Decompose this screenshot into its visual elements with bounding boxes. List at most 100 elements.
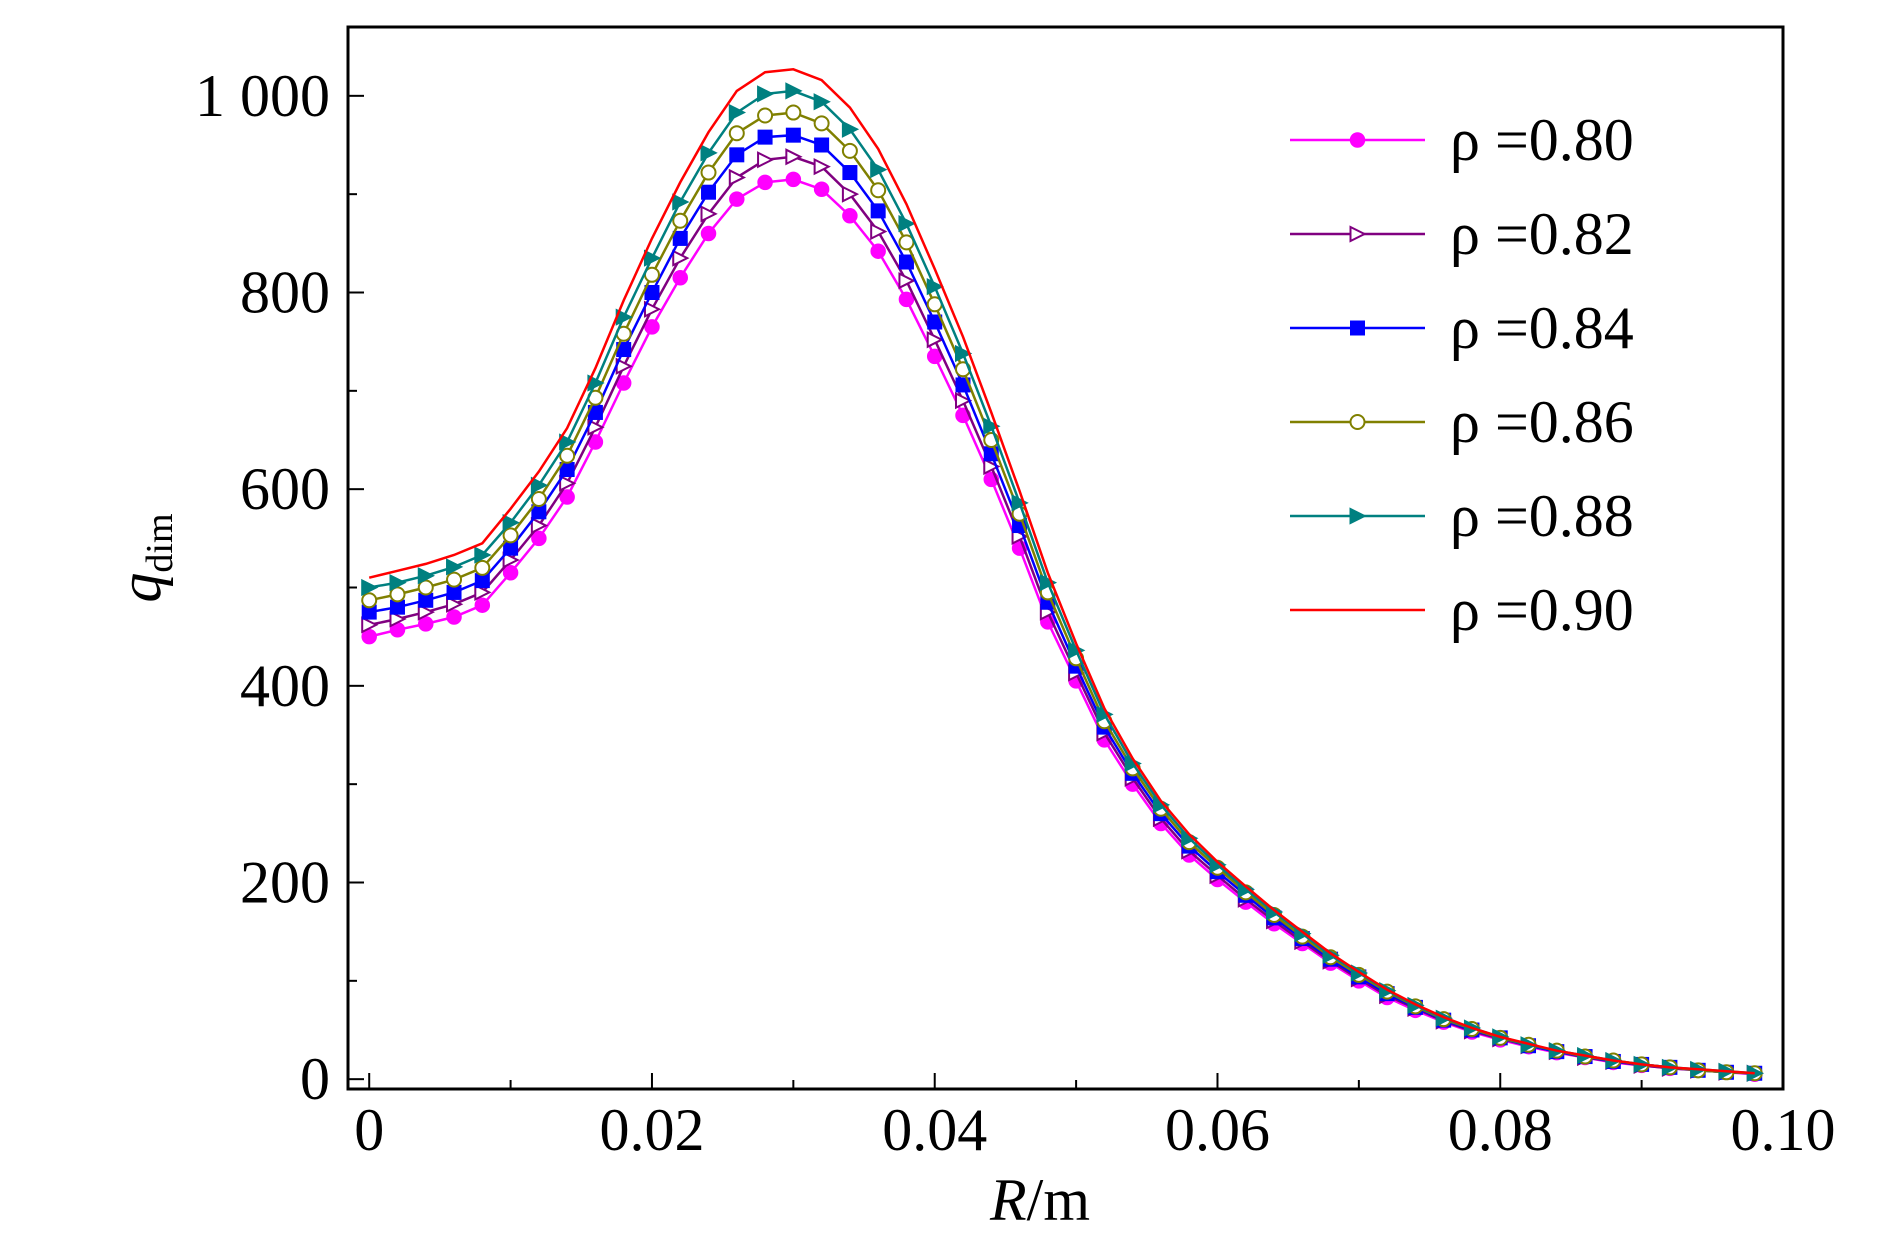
- data-point: [700, 225, 717, 242]
- data-point: [757, 151, 775, 169]
- data-point: [728, 103, 747, 122]
- data-point: [672, 230, 688, 246]
- legend-label: ρ =0.82: [1450, 201, 1634, 267]
- data-point: [417, 567, 435, 585]
- data-point: [643, 249, 662, 267]
- data-point: [757, 129, 773, 145]
- y-tick-label: 400: [240, 653, 330, 719]
- data-point: [559, 474, 577, 492]
- y-tick-label: 800: [240, 260, 330, 326]
- data-point: [898, 291, 915, 308]
- data-point: [446, 609, 462, 625]
- data-point: [418, 616, 434, 632]
- data-point: [644, 319, 660, 335]
- data-point: [361, 592, 378, 609]
- data-point: [502, 565, 519, 581]
- data-point: [813, 93, 831, 111]
- data-point: [502, 513, 520, 532]
- legend-label: ρ =0.90: [1450, 577, 1634, 643]
- data-point: [530, 491, 547, 507]
- data-point: [785, 171, 802, 188]
- x-tick-label: 0.02: [599, 1097, 704, 1163]
- data-point: [757, 174, 773, 191]
- data-point: [672, 249, 690, 267]
- data-point: [926, 277, 944, 296]
- data-point: [898, 215, 916, 233]
- series-line: [368, 68, 1755, 1075]
- data-point: [1349, 414, 1366, 430]
- data-point: [474, 583, 492, 602]
- data-point: [955, 392, 973, 410]
- data-point: [389, 573, 407, 592]
- x-axis-title: R/m: [989, 1167, 1090, 1233]
- data-point: [757, 107, 774, 124]
- data-point: [785, 127, 801, 143]
- y-tick-label: 1 000: [195, 63, 330, 129]
- data-point: [701, 184, 717, 200]
- data-point: [785, 148, 803, 166]
- data-point: [672, 193, 690, 211]
- y-tick-label: 0: [300, 1046, 330, 1112]
- x-tick-labels: 0 0.02 0.04 0.06 0.08 0.10: [354, 1097, 1835, 1163]
- data-point: [785, 82, 803, 100]
- data-point: [841, 142, 858, 159]
- y-tick-label: 600: [240, 456, 330, 522]
- data-point: [841, 185, 860, 203]
- data-point: [728, 125, 745, 142]
- data-point: [983, 417, 1001, 435]
- data-point: [361, 628, 377, 645]
- x-tick-label: 0.10: [1731, 1097, 1836, 1163]
- x-tick-label: 0.06: [1165, 1097, 1270, 1163]
- x-tick-label: 0: [354, 1097, 384, 1163]
- data-point: [870, 243, 886, 259]
- plot-area: [361, 68, 1764, 1082]
- data-point: [417, 579, 434, 596]
- y-axis-title: qdim: [107, 513, 181, 602]
- data-point: [361, 578, 379, 597]
- data-point: [530, 516, 549, 535]
- data-point: [842, 208, 858, 224]
- data-point: [813, 158, 831, 176]
- data-point: [672, 270, 688, 286]
- data-point: [813, 115, 830, 132]
- legend-item: ρ =0.86: [1290, 389, 1634, 455]
- data-point: [842, 165, 858, 181]
- data-point: [814, 137, 830, 153]
- data-point: [389, 610, 407, 628]
- data-point: [700, 144, 718, 162]
- data-point: [700, 205, 718, 223]
- data-point: [644, 285, 660, 300]
- legend-item: ρ =0.84: [1290, 295, 1634, 361]
- x-tick-label: 0.08: [1448, 1097, 1553, 1163]
- x-tick-label: 0.04: [882, 1097, 987, 1163]
- data-point: [898, 272, 916, 290]
- data-point: [530, 476, 549, 494]
- y-tick-label: 200: [240, 850, 330, 916]
- data-point: [1011, 494, 1029, 512]
- data-point: [531, 530, 547, 547]
- data-point: [785, 104, 802, 121]
- data-point: [813, 181, 830, 197]
- data-point: [728, 168, 747, 187]
- y-tick-labels: 0 200 400 600 800 1 000: [195, 63, 330, 1112]
- data-point: [559, 433, 577, 451]
- data-point: [870, 182, 887, 199]
- legend-label: ρ =0.80: [1450, 107, 1634, 173]
- data-point: [361, 616, 379, 634]
- plot-frame: [346, 25, 1785, 1091]
- data-point: [1349, 507, 1367, 525]
- data-point: [672, 212, 689, 229]
- legend: ρ =0.80 ρ =0.82 ρ =0.84 ρ =0.86 ρ =0.88 ρ =0.…: [1290, 107, 1634, 643]
- data-point: [389, 586, 406, 603]
- legend-item: ρ =0.90: [1290, 577, 1634, 643]
- legend-label: ρ =0.88: [1450, 483, 1634, 549]
- data-point: [1350, 320, 1365, 336]
- data-point: [559, 489, 575, 505]
- axis-ticks: [348, 94, 1784, 1089]
- data-point: [446, 595, 464, 613]
- data-point: [983, 457, 1001, 476]
- data-point: [700, 164, 717, 181]
- data-point: [1039, 573, 1058, 592]
- data-point: [474, 597, 491, 613]
